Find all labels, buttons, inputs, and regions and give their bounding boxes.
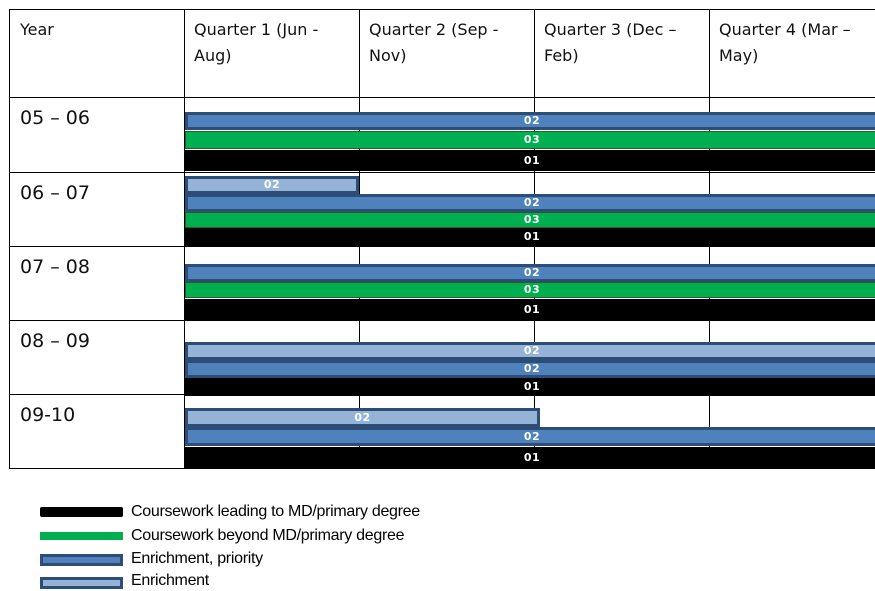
bar-coursework-leading: 01 — [185, 299, 875, 320]
header-quarter-2: Quarter 2 (Sep - Nov) — [369, 20, 499, 65]
bar-coursework-leading: 01 — [185, 228, 875, 246]
header-quarter-1: Quarter 1 (Jun - Aug) — [194, 20, 319, 65]
bar-enrichment-priority: 02 — [185, 427, 875, 446]
bar-coursework-leading: 01 — [185, 378, 875, 396]
year-label: 09-10 — [20, 404, 76, 426]
header-year: Year — [20, 20, 54, 39]
bar-enrichment: 02 — [185, 408, 540, 427]
legend-label: Coursework leading to MD/primary degree — [131, 503, 420, 520]
bar-enrichment: 02 — [185, 342, 875, 360]
bar-coursework-leading: 01 — [185, 150, 875, 171]
header-quarter-3: Quarter 3 (Dec – Feb) — [544, 20, 677, 65]
row-divider — [9, 172, 875, 173]
bar-enrichment: 02 — [185, 176, 359, 194]
bar-coursework-beyond: 03 — [185, 131, 875, 149]
row-divider — [9, 97, 875, 98]
table-border-left — [9, 9, 10, 469]
year-label: 05 – 06 — [20, 107, 90, 129]
year-label: 08 – 09 — [20, 330, 90, 352]
row-divider — [9, 246, 875, 247]
legend-swatch-enrichment-priority — [40, 554, 123, 566]
table-border-bottom — [9, 468, 875, 469]
table-border-top — [9, 9, 875, 10]
bar-coursework-beyond: 03 — [185, 212, 875, 228]
bar-enrichment-priority: 02 — [185, 264, 875, 282]
legend-label: Enrichment, priority — [131, 550, 263, 567]
bar-enrichment-priority: 02 — [185, 360, 875, 378]
bar-coursework-beyond: 03 — [185, 282, 875, 298]
bar-enrichment-priority: 02 — [185, 112, 875, 130]
legend-label: Enrichment — [131, 572, 209, 589]
legend-swatch-enrichment — [40, 577, 123, 589]
bar-enrichment-priority: 02 — [185, 194, 875, 212]
year-label: 06 – 07 — [20, 182, 90, 204]
column-divider — [184, 9, 185, 469]
bar-coursework-leading: 01 — [185, 447, 875, 468]
legend-swatch-coursework-leading — [40, 507, 123, 517]
legend-label: Coursework beyond MD/primary degree — [131, 527, 405, 544]
row-divider — [9, 320, 875, 321]
legend-swatch-coursework-beyond — [40, 532, 123, 540]
header-quarter-4: Quarter 4 (Mar – May) — [719, 20, 851, 65]
year-label: 07 – 08 — [20, 256, 90, 278]
